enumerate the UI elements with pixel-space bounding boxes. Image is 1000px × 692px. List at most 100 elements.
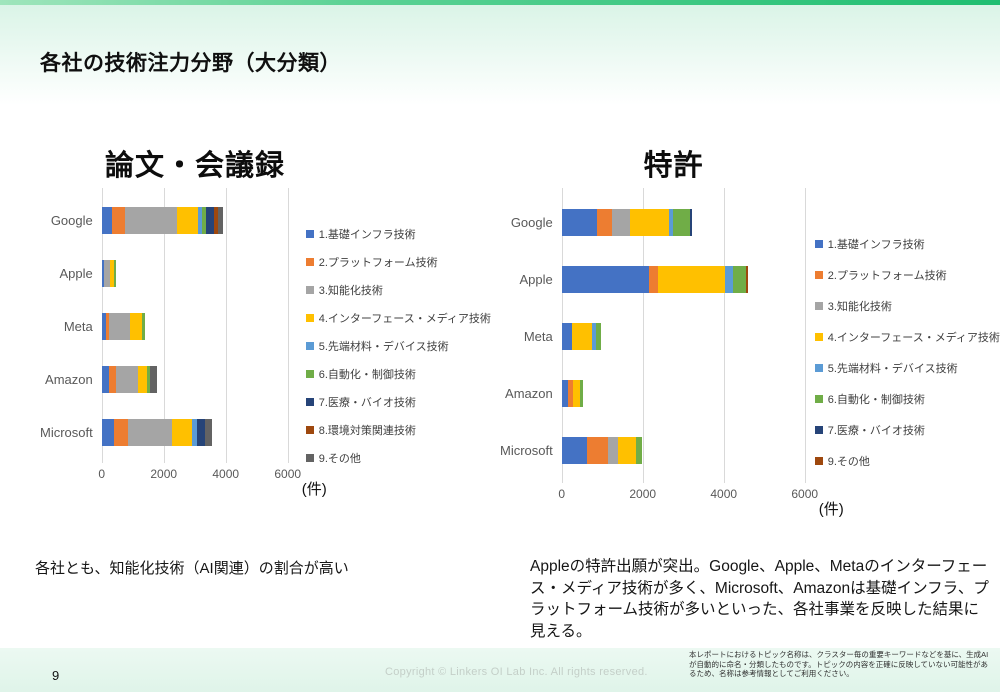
legend-swatch-icon [305,258,314,266]
bar-segment [101,260,105,287]
bar-segment [114,260,117,287]
legend-swatch-icon [305,230,314,238]
legend-item: 9.その他 [814,445,1000,476]
bar-segment [612,209,631,236]
bar-segment [110,260,115,287]
page-title: 各社の技術注力分野（大分類） [40,52,341,75]
legend-item: 3.知能化技術 [305,276,491,304]
legend-swatch-icon [305,342,314,350]
legend-label: 8.環境対策関連技術 [318,425,416,437]
x-tick-label: 2000 [629,487,657,501]
category-label-amazon: Amazon [505,386,553,401]
legend-swatch-icon [305,370,314,378]
legend-label: 9.その他 [827,455,870,468]
plot-wrap: (件) 0 2000 4000 6000 [558,188,844,518]
legend-swatch-icon [814,363,823,372]
legend-item: 3.知能化技術 [814,290,1000,321]
bar-segment [649,266,658,293]
patents-note: Appleの特許出願が突出。Google、Apple、Metaのインターフェース… [530,558,989,640]
legend-item: 2.プラットフォーム技術 [814,259,1000,290]
bar-segment [608,437,619,464]
bar-segment [171,419,193,446]
bar-segment [573,380,580,407]
legend-label: 5.先端材料・デバイス技術 [318,341,449,353]
bar-segment [205,207,214,234]
patents-chart: 特許 Google Apple Meta Amazon Microsoft (件) 0 2… [500,146,1000,518]
bar-segment [137,366,147,393]
papers-note: 各社とも、知能化技術（AI関連）の割合が高い [35,560,349,577]
category-label-meta: Meta [63,319,93,334]
gridline [642,188,644,483]
bar-segment [724,266,733,293]
bar-row-microsoft [561,437,805,464]
bar-segment [106,313,110,340]
bar-segment [205,419,213,446]
x-tick-label: 2000 [150,467,178,481]
footer: 9 Copyright © Linkers OI Lab Inc. All ri… [0,648,1000,692]
bar-segment [146,366,150,393]
bar-segment [130,313,142,340]
legend-item: 5.先端材料・デバイス技術 [305,332,491,360]
legend-item: 2.プラットフォーム技術 [305,248,491,276]
copyright-text: Copyright © Linkers OI Lab Inc. All righ… [385,666,648,678]
legend-item: 1.基礎インフラ技術 [305,220,491,248]
category-label-amazon: Amazon [45,372,93,387]
bar-segment [568,380,574,407]
bar-segment [597,209,613,236]
category-label-apple: Apple [59,266,93,281]
legend-swatch-icon [814,270,823,279]
legend-item: 7.医療・バイオ技術 [305,388,491,416]
bar-row-amazon [561,380,805,407]
bar-segment [672,209,691,236]
legend: 1.基礎インフラ技術 2.プラットフォーム技術 3.知能化技術 4.インターフェース・… [814,228,1000,476]
legend-label: 6.自動化・制御技術 [318,369,416,381]
legend-item: 7.医療・バイオ技術 [814,414,1000,445]
bar-segment [201,207,206,234]
legend-label: 7.医療・バイオ技術 [318,397,416,409]
bar-segment [732,266,746,293]
unit-label: (件) [301,481,327,498]
bar-segment [561,209,598,236]
bar-segment [745,266,749,293]
gridline [163,188,165,463]
bar-segment [115,366,138,393]
bar-segment [101,366,109,393]
patents-chart-body: Google Apple Meta Amazon Microsoft (件) 0 2000… [500,188,1000,518]
x-tick-label: 0 [98,467,106,481]
legend-swatch-icon [814,425,823,434]
bar-segment [561,437,588,464]
x-tick-label: 4000 [710,487,738,501]
legend-swatch-icon [305,286,314,294]
x-tick-label: 6000 [274,467,302,481]
bar-segment [213,207,218,234]
bar-segment [668,209,673,236]
bar-segment [101,207,113,234]
legend-swatch-icon [305,454,314,462]
legend-item: 9.その他 [305,444,491,472]
category-label-microsoft: Microsoft [500,443,553,458]
bar-segment [636,437,642,464]
gridline [225,188,227,463]
legend-item: 6.自動化・制御技術 [305,360,491,388]
legend-swatch-icon [814,301,823,310]
patents-chart-title: 特許 [643,150,704,182]
legend-swatch-icon [814,394,823,403]
legend-item: 4.インターフェース・メディア技術 [305,304,491,332]
legend-item: 5.先端材料・デバイス技術 [814,352,1000,383]
papers-chart-body: Google Apple Meta Amazon Microsoft (件) 0 2000… [40,188,491,498]
bar-row-apple [561,266,805,293]
bar-segment [618,437,637,464]
category-labels: Google Apple Meta Amazon Microsoft [40,194,102,459]
bar-segment [176,207,198,234]
legend-label: 6.自動化・制御技術 [827,393,925,406]
plot [101,188,289,463]
legend-label: 4.インターフェース・メディア技術 [827,331,1000,344]
bar-segment [192,419,198,446]
papers-chart-title: 論文・会議録 [104,150,285,182]
bar-segment [561,380,569,407]
bar-row-microsoft [101,419,288,446]
legend-item: 6.自動化・制御技術 [814,383,1000,414]
legend-label: 2.プラットフォーム技術 [827,269,947,282]
papers-chart: 論文・会議録 Google Apple Meta Amazon Microsoft (件… [40,146,491,498]
